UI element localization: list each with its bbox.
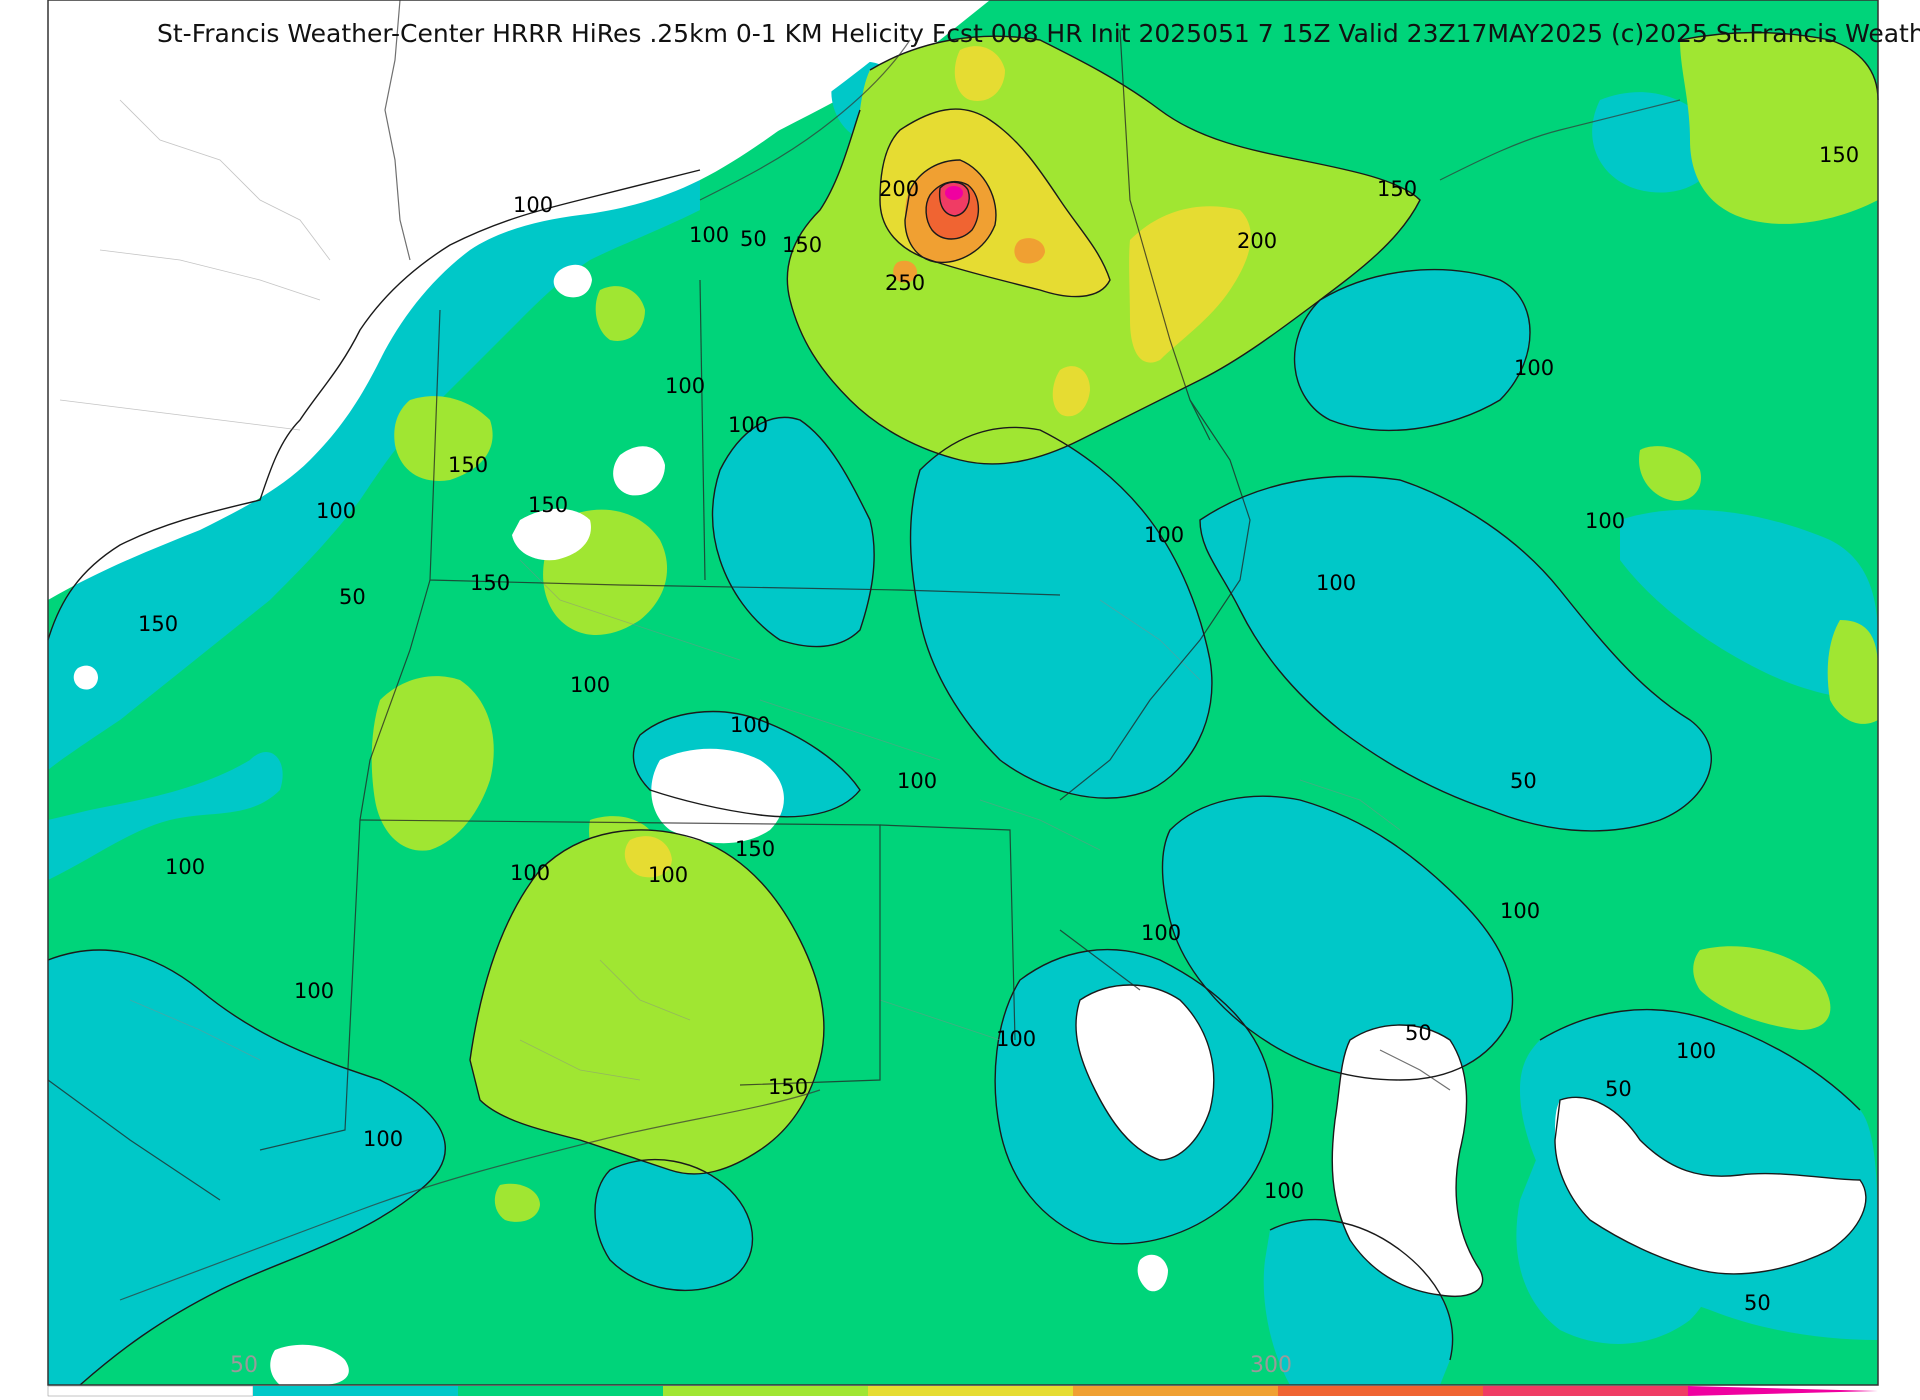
contour-label: 150 [448,453,488,477]
contour-label: 150 [782,233,822,257]
contour-label: 150 [735,837,775,861]
contour-label: 100 [294,979,334,1003]
contour-label: 50 [1510,769,1537,793]
colorbar-segment-4 [868,1386,1073,1396]
contour-label: 100 [689,223,729,247]
field-band-400-plus [945,186,963,200]
contour-label: 100 [996,1027,1036,1051]
colorbar-label-50: 50 [230,1353,258,1378]
contour-label: 150 [1377,177,1417,201]
colorbar-segment-2 [458,1386,663,1396]
county-boundaries [59,99,1401,1081]
contour-label: 150 [470,571,510,595]
contour-label: 150 [528,493,568,517]
contour-label: 100 [570,673,610,697]
contour-lines [47,31,1879,1386]
contour-label: 100 [513,193,553,217]
contour-label: 100 [1676,1039,1716,1063]
field-band-0-50 [0,0,1866,1400]
contour-label: 50 [1605,1077,1632,1101]
contour-label: 100 [510,861,550,885]
colorbar-segment-7 [1483,1386,1688,1396]
contour-label: 100 [363,1127,403,1151]
contour-label: 50 [339,585,366,609]
coastline [119,0,1681,1301]
contour-label: 100 [648,863,688,887]
contour-label: 100 [165,855,205,879]
contour-label: 100 [1514,356,1554,380]
contour-label: 100 [1144,523,1184,547]
state-boundaries [47,29,1251,1201]
contour-label: 150 [138,612,178,636]
map-border [47,0,1879,1386]
contour-label: 200 [1237,229,1277,253]
contour-label: 200 [879,177,919,201]
contour-label: 250 [885,271,925,295]
contour-label: 100 [1316,571,1356,595]
contour-label: 100 [1500,899,1540,923]
colorbar-segment-5 [1073,1386,1278,1396]
colorbar-segment-3 [663,1386,868,1396]
contour-label: 50 [740,227,767,251]
contour-label: 100 [1141,921,1181,945]
contour-label: 100 [1585,509,1625,533]
colorbar-segment-1 [253,1386,458,1396]
contour-label: 150 [768,1075,808,1099]
colorbar-segment-0 [47,1385,254,1397]
contour-label: 100 [728,413,768,437]
colorbar-segment-6 [1278,1386,1483,1396]
contour-label: 150 [1819,143,1859,167]
contour-label: 100 [665,374,705,398]
contour-label: 100 [1264,1179,1304,1203]
colorbar: 50 300 [47,1353,1878,1397]
contour-label: 50 [1744,1291,1771,1315]
map-title: St-Francis Weather-Center HRRR HiRes .25… [157,19,1920,48]
colorbar-segment-8 [1688,1386,1878,1396]
contour-label: 100 [316,499,356,523]
contour-label: 100 [897,769,937,793]
contour-label: 50 [1405,1021,1432,1045]
contour-labels: 100 100 50 150 200 250 200 150 150 100 1… [138,143,1859,1315]
contour-label: 100 [730,713,770,737]
colorbar-label-300: 300 [1250,1353,1292,1378]
